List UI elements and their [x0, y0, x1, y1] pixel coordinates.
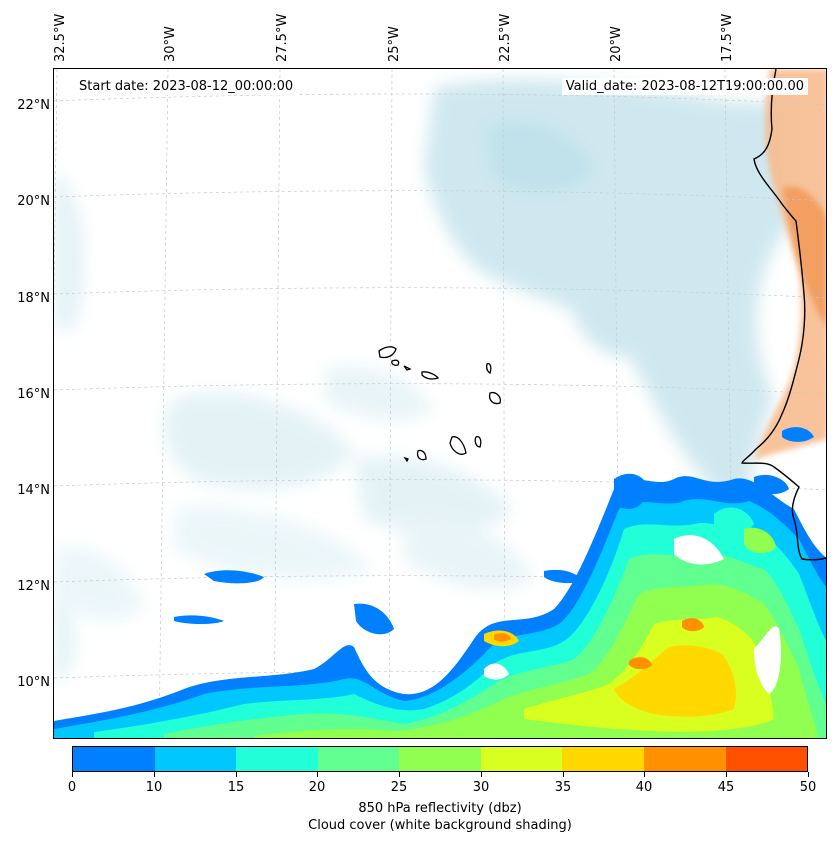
colorbar-segment-5: [480, 747, 563, 771]
colorbar-segment-7: [643, 747, 726, 771]
lon-label-32-5w: 32.5°W: [53, 13, 68, 62]
colorbar-tick-label: 15: [227, 780, 245, 795]
reflectivity-contours: [54, 427, 826, 738]
colorbar-segment-6: [562, 747, 644, 771]
colorbar-tick-mark: [72, 772, 73, 777]
colorbar-tick-label: 30: [472, 780, 490, 795]
colorbar-tick-label: 50: [799, 780, 817, 795]
colorbar-tick-mark: [236, 772, 237, 777]
lat-label-14n: 14°N: [17, 483, 50, 498]
colorbar-tick-label: 20: [308, 780, 326, 795]
colorbar-segment-3: [317, 747, 400, 771]
map-panel[interactable]: Start date: 2023-08-12_00:00:00 Valid_da…: [53, 68, 827, 739]
colorbar-tick-mark: [154, 772, 155, 777]
colorbar-tick-mark: [317, 772, 318, 777]
colorbar-tick-mark: [481, 772, 482, 777]
lon-label-22-5w: 22.5°W: [498, 13, 513, 62]
colorbar-tick-mark: [563, 772, 564, 777]
colorbar-segment-2: [236, 747, 318, 771]
cloud-cover-shading: [54, 79, 794, 679]
colorbar-tick-label: 10: [145, 780, 163, 795]
colorbar-segment-1: [154, 747, 237, 771]
start-date-label: Start date: 2023-08-12_00:00:00: [75, 78, 298, 95]
lon-label-20w: 20°W: [609, 26, 624, 62]
colorbar-tick-mark: [808, 772, 809, 777]
lat-label-22n: 22°N: [17, 98, 50, 113]
reflectivity-colorbar: [72, 746, 808, 772]
colorbar-tick-label: 35: [554, 780, 572, 795]
colorbar-segment-4: [399, 747, 481, 771]
lat-label-10n: 10°N: [17, 675, 50, 690]
colorbar-tick-label: 0: [67, 780, 77, 795]
cape-verde-islands: [378, 346, 502, 463]
lon-label-17-5w: 17.5°W: [720, 13, 735, 62]
colorbar-segment-0: [73, 747, 155, 771]
colorbar-tick-mark: [399, 772, 400, 777]
colorbar-tick-mark: [726, 772, 727, 777]
lat-label-12n: 12°N: [17, 579, 50, 594]
lat-label-18n: 18°N: [17, 291, 50, 306]
colorbar-tick-label: 45: [717, 780, 735, 795]
colorbar-tick-label: 25: [390, 780, 408, 795]
valid-date-label: Valid_date: 2023-08-12T19:00:00.00: [561, 78, 808, 95]
lat-label-16n: 16°N: [17, 387, 50, 402]
colorbar-tick-mark: [644, 772, 645, 777]
lon-label-25w: 25°W: [387, 26, 402, 62]
colorbar-sublabel: Cloud cover (white background shading): [308, 818, 572, 833]
lon-label-27-5w: 27.5°W: [275, 13, 290, 62]
colorbar-tick-label: 40: [635, 780, 653, 795]
colorbar-label: 850 hPa reflectivity (dbz): [358, 801, 522, 816]
lon-label-30w: 30°W: [163, 26, 178, 62]
african-coastline: [741, 69, 826, 561]
land-shading: [754, 69, 826, 459]
map-canvas: [54, 69, 826, 738]
colorbar-segment-8: [725, 747, 808, 771]
lat-label-20n: 20°N: [17, 194, 50, 209]
